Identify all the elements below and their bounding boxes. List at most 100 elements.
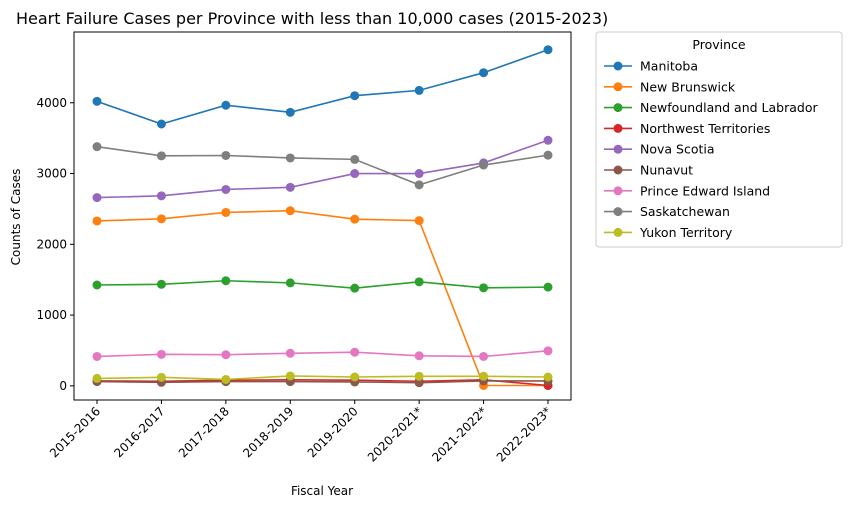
y-tick-label: 3000 xyxy=(36,167,67,181)
legend-item: Manitoba xyxy=(604,59,698,74)
legend-item: Prince Edward Island xyxy=(604,183,770,198)
plot-area: 0 1000 2000 3000 4000 2015-2016 2016-2017 2017-… xyxy=(36,31,572,465)
data-point xyxy=(285,153,295,163)
x-tick-label: 2017-2018 xyxy=(176,404,232,460)
data-point xyxy=(221,150,231,160)
series-line xyxy=(96,139,549,199)
legend-swatch-marker xyxy=(613,165,623,175)
y-tick-label: 1000 xyxy=(36,308,67,322)
legend-swatch-marker xyxy=(613,144,623,154)
legend: Province Manitoba New Brunswick Newfoundla… xyxy=(595,31,843,248)
legend-swatch-marker xyxy=(613,123,623,133)
plot-frame xyxy=(73,31,572,401)
series-yukon-territory xyxy=(92,371,553,384)
legend-label: Yukon Territory xyxy=(639,225,733,240)
data-point xyxy=(414,85,424,95)
data-point xyxy=(543,372,553,382)
legend-frame xyxy=(595,31,843,248)
series-line xyxy=(96,48,549,125)
data-point xyxy=(221,374,231,384)
series-new-brunswick xyxy=(92,206,553,390)
data-point xyxy=(156,119,166,129)
data-point xyxy=(350,347,360,357)
data-point xyxy=(543,135,553,145)
series-newfoundland-and-labrador xyxy=(92,276,553,293)
legend-swatch-marker xyxy=(613,207,623,217)
series-line xyxy=(96,209,548,387)
legend-label: Newfoundland and Labrador xyxy=(640,100,818,115)
data-point xyxy=(414,216,424,226)
data-point xyxy=(156,279,166,289)
data-point xyxy=(92,96,102,106)
data-point xyxy=(543,282,553,292)
data-point xyxy=(479,160,489,170)
series-line xyxy=(96,379,549,387)
data-point xyxy=(92,142,102,152)
data-point xyxy=(350,91,360,101)
x-tick-label: 2019-2020 xyxy=(305,404,361,460)
data-point xyxy=(92,373,102,383)
data-point xyxy=(350,169,360,179)
legend-item: Northwest Territories xyxy=(604,121,770,136)
legend-label: Manitoba xyxy=(640,59,698,74)
x-axis-label: Fiscal Year xyxy=(291,484,353,498)
data-point xyxy=(479,283,489,293)
series-prince-edward-island xyxy=(92,346,553,361)
data-point xyxy=(92,351,102,361)
data-point xyxy=(414,180,424,190)
legend-label: Saskatchewan xyxy=(640,204,730,219)
x-tick-label: 2018-2019 xyxy=(240,404,296,460)
data-point xyxy=(414,371,424,381)
data-point xyxy=(350,214,360,224)
data-point xyxy=(156,214,166,224)
data-point xyxy=(414,378,424,388)
legend-swatch-marker xyxy=(613,82,623,92)
data-point xyxy=(156,372,166,382)
data-point xyxy=(156,151,166,161)
legend-swatch-marker xyxy=(613,227,623,237)
legend-item: Saskatchewan xyxy=(604,204,730,219)
chart-title: Heart Failure Cases per Province with le… xyxy=(16,9,608,28)
data-point xyxy=(285,182,295,192)
series-line xyxy=(96,279,549,289)
legend-item: Nunavut xyxy=(604,163,693,178)
legend-item: Yukon Territory xyxy=(604,225,733,240)
data-point xyxy=(156,191,166,201)
data-point xyxy=(92,280,102,290)
data-point xyxy=(156,349,166,359)
y-tick-label: 4000 xyxy=(36,96,67,110)
x-tick-label: 2015-2016 xyxy=(47,404,103,460)
series-line xyxy=(96,350,549,358)
series-line xyxy=(96,375,549,381)
y-tick-label: 0 xyxy=(59,379,67,393)
legend-item: Newfoundland and Labrador xyxy=(604,100,818,115)
series-manitoba xyxy=(92,45,553,129)
data-point xyxy=(92,216,102,226)
data-point xyxy=(479,371,489,381)
y-axis-label: Counts of Cases xyxy=(9,169,23,266)
data-point xyxy=(285,107,295,117)
legend-title: Province xyxy=(692,37,745,52)
data-point xyxy=(479,68,489,78)
data-point xyxy=(350,372,360,382)
data-point xyxy=(221,350,231,360)
legend-item: New Brunswick xyxy=(604,79,736,94)
data-point xyxy=(92,193,102,203)
legend-item: Nova Scotia xyxy=(604,142,715,157)
data-point xyxy=(285,206,295,216)
data-point xyxy=(414,169,424,179)
x-tick-label: 2021-2022* xyxy=(429,404,489,464)
legend-label: Prince Edward Island xyxy=(640,183,770,198)
data-point xyxy=(285,371,295,381)
data-point xyxy=(221,207,231,217)
data-point xyxy=(543,346,553,356)
data-point xyxy=(543,150,553,160)
data-point xyxy=(221,100,231,110)
legend-swatch-marker xyxy=(613,61,623,71)
data-point xyxy=(543,45,553,55)
data-point xyxy=(479,351,489,361)
y-tick-label: 2000 xyxy=(36,237,67,251)
data-point xyxy=(221,276,231,286)
